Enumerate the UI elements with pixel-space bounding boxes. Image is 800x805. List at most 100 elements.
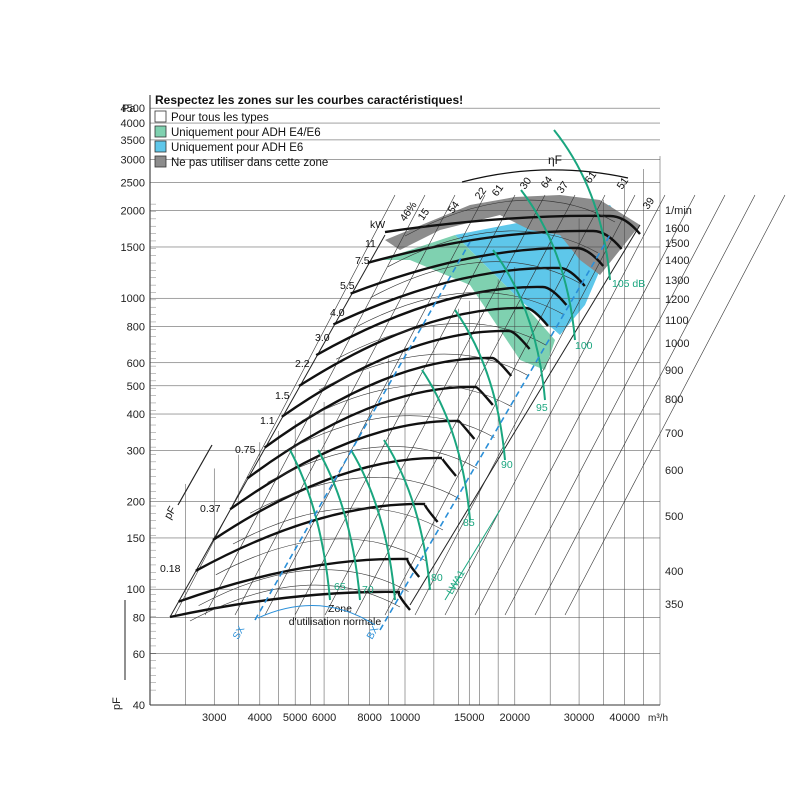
rpm-tick-label: 900 (665, 365, 683, 377)
x-tick-label: 8000 (357, 712, 381, 724)
boundary-left (169, 234, 386, 618)
legend-label: Uniquement pour ADH E4/E6 (171, 127, 321, 139)
fan-curve (195, 502, 439, 572)
pressure-arrow-label: pF (162, 504, 179, 521)
x-tick-label: 10000 (390, 712, 421, 724)
efficiency-label: 51 (615, 175, 632, 192)
power-label: 1.5 (275, 390, 290, 402)
efficiency-arc (189, 584, 401, 622)
rpm-tick-label: 350 (665, 599, 683, 611)
x-tick-label: 15000 (454, 712, 485, 724)
efficiency-label: 22 (473, 185, 490, 202)
y-tick-label: 80 (133, 612, 145, 624)
rpm-tick-label: 1400 (665, 255, 689, 267)
x-tick-label: 4000 (248, 712, 272, 724)
diagonal-lines-layer (169, 194, 786, 618)
noise-label: 95 (536, 402, 548, 414)
efficiency-arc (250, 476, 461, 514)
y-tick-label: 4500 (121, 103, 145, 115)
legend-swatch (154, 110, 167, 123)
rpm-tick-label: 1000 (665, 338, 689, 350)
efficiency-label: 37 (555, 179, 572, 196)
noise-curve (553, 129, 611, 281)
zone-bound-bx (379, 234, 611, 631)
rpm-tick-label: 700 (665, 428, 683, 440)
y-tick-label: 4000 (121, 118, 145, 130)
power-label: 0.18 (160, 563, 181, 575)
legend-swatch (154, 140, 167, 153)
system-line (384, 194, 606, 616)
system-line (564, 194, 786, 616)
power-label: 2.2 (295, 358, 310, 370)
efficiency-arc (284, 415, 495, 452)
efficiency-label: 64 (539, 174, 556, 191)
rpm-tick-label: 1500 (665, 238, 689, 250)
rpm-tick-label: 1300 (665, 275, 689, 287)
power-label: 11 (365, 238, 376, 250)
legend-label: Ne pas utiliser dans cette zone (171, 157, 328, 169)
rpm-tick-label: 1100 (665, 315, 689, 327)
rpm-tick-label: 1600 (665, 223, 689, 235)
noise-label: 65 (334, 581, 346, 593)
noise-axis-label: LWA1 (445, 568, 468, 596)
legend: Respectez les zones sur les courbes cara… (154, 93, 463, 169)
power-label: 1.1 (260, 415, 275, 427)
fan-curve (315, 285, 568, 357)
rpm-tick-label: 800 (665, 394, 683, 406)
x-tick-label: 6000 (312, 712, 336, 724)
pressure-arrow (177, 444, 213, 506)
noise-curve (350, 449, 396, 601)
efficiency-arc (198, 569, 409, 606)
y-tick-label: 200 (127, 497, 145, 509)
efficiency-arrow (461, 169, 629, 183)
fan-curves-layer (169, 199, 641, 622)
x-tick-label: 20000 (500, 712, 531, 724)
x-tick-label: 5000 (283, 712, 307, 724)
noise-curve (317, 449, 361, 601)
y-tick-label: 40 (133, 700, 145, 712)
efficiency-arc (387, 230, 598, 268)
legend-label: Pour tous les types (171, 112, 269, 124)
y-tick-label: 1000 (121, 293, 145, 305)
noise-arrow (444, 509, 501, 601)
noise-label: 70 (362, 584, 374, 596)
system-line (414, 194, 636, 616)
x-tick-label: 30000 (564, 712, 595, 724)
fan-curve (178, 557, 421, 603)
y-tick-label: 600 (127, 358, 145, 370)
power-label: 4.0 (330, 307, 345, 319)
x-tick-label: 40000 (609, 712, 640, 724)
legend-swatch (154, 125, 167, 138)
y-tick-label: 60 (133, 649, 145, 661)
fan-curve (384, 214, 641, 235)
efficiency-arc (404, 199, 616, 237)
system-line (354, 194, 576, 616)
fan-curve (246, 385, 494, 480)
noise-curve (492, 249, 546, 401)
system-line (234, 194, 456, 616)
chart-title: Respectez les zones sur les courbes cara… (155, 93, 463, 107)
power-label: 7.5 (355, 255, 370, 267)
noise-curve (383, 439, 431, 591)
fan-curve (367, 229, 623, 264)
noise-curve (520, 189, 576, 341)
y-tick-label: 150 (127, 533, 145, 545)
rpm-tick-label: 500 (665, 511, 683, 523)
efficiency-label: 61 (490, 182, 507, 199)
efficiency-arc (318, 353, 530, 391)
x-unit-label: m³/h (648, 713, 668, 724)
labels-layer: 4500 4000 3500 3000 2500 2000 1500 1000 800 600 50… (111, 103, 692, 724)
efficiency-arc (232, 507, 444, 545)
power-label: 5.5 (340, 280, 355, 292)
rpm-tick-label: 600 (665, 465, 683, 477)
y-tick-label: 100 (127, 584, 145, 596)
system-line (174, 194, 396, 616)
pf-axis-label: pF (111, 697, 123, 710)
noise-label: 85 (463, 517, 475, 529)
y-tick-label: 1500 (121, 242, 145, 254)
noise-label: 105 dB (612, 278, 645, 290)
noise-label: 80 (431, 572, 443, 584)
zone-label-line2: d'utilisation normale (289, 616, 382, 628)
